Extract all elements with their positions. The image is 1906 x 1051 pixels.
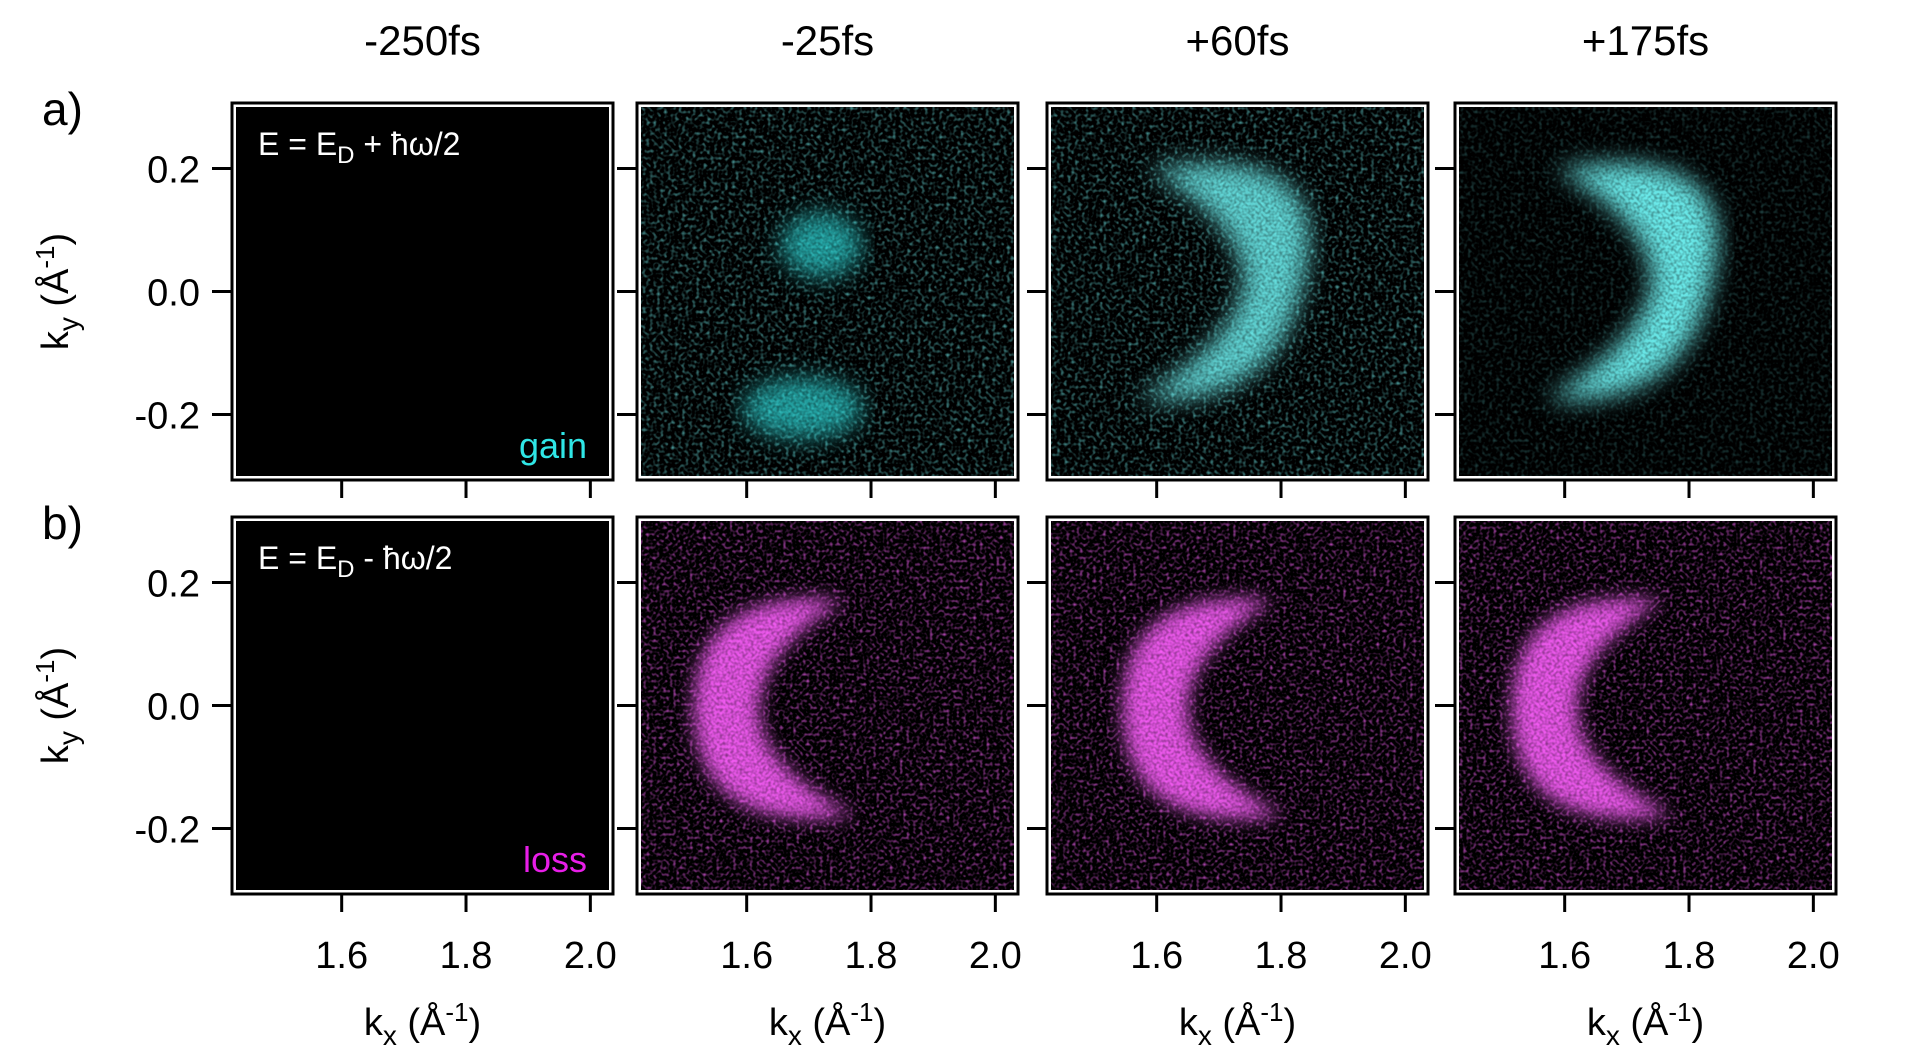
row-label-0: a) <box>42 83 83 135</box>
column-title-2: +60fs <box>1186 17 1290 64</box>
x-tick-label: 1.8 <box>845 935 898 977</box>
panels: E = ED + ħω/2 gain E = ED - ħω/2 loss <box>230 101 1838 896</box>
x-tick-label: 2.0 <box>969 935 1022 977</box>
panel-gain-3 <box>1459 107 1832 476</box>
energy-label-0: E = ED + ħω/2 <box>258 126 460 169</box>
y-tick-label: -0.2 <box>135 810 200 852</box>
x-axis-title-0: kx (Å-1) <box>364 997 481 1051</box>
y-tick-label: -0.2 <box>135 396 200 438</box>
column-title-0: -250fs <box>364 17 481 64</box>
x-tick-label: 2.0 <box>1787 935 1840 977</box>
x-tick-label: 2.0 <box>1379 935 1432 977</box>
panel-gain-0 <box>236 107 609 476</box>
row-label-1: b) <box>42 497 83 549</box>
y-tick-label: 0.0 <box>147 273 200 315</box>
panel-gain-2 <box>1051 107 1424 476</box>
energy-label-1: E = ED - ħω/2 <box>258 540 452 583</box>
column-titles: -250fs -25fs +60fs +175fs <box>364 17 1709 64</box>
panel-loss-2 <box>1051 521 1424 890</box>
tag-loss: loss <box>523 839 587 880</box>
panel-loss-0 <box>236 521 609 890</box>
y-tick-label: 0.2 <box>147 564 200 606</box>
column-title-1: -25fs <box>781 17 874 64</box>
column-title-3: +175fs <box>1582 17 1709 64</box>
y-axis-title: ky (Å-1) <box>30 647 84 764</box>
x-axis-title-3: kx (Å-1) <box>1587 997 1704 1051</box>
panel-loss-1 <box>641 521 1014 890</box>
x-tick-label: 1.8 <box>1663 935 1716 977</box>
panel-gain-1 <box>641 107 1014 476</box>
row-labels: a) b) <box>42 83 83 549</box>
tag-gain: gain <box>519 425 587 466</box>
x-tick-label: 1.8 <box>1255 935 1308 977</box>
x-tick-label: 1.6 <box>1538 935 1591 977</box>
axes: 0.2 0.0 -0.2 ky (Å-1) 0.2 0.0 -0.2 ky (Å-1) 1.6 1… <box>30 150 1840 1051</box>
x-axis-title-1: kx (Å-1) <box>769 997 886 1051</box>
y-tick-label: 0.0 <box>147 687 200 729</box>
x-axis-title-2: kx (Å-1) <box>1179 997 1296 1051</box>
x-tick-label: 1.6 <box>1130 935 1183 977</box>
y-tick-label: 0.2 <box>147 150 200 192</box>
panel-loss-3 <box>1459 521 1832 890</box>
x-tick-label: 1.6 <box>720 935 773 977</box>
x-tick-label: 1.8 <box>440 935 493 977</box>
y-axis-title: ky (Å-1) <box>30 233 84 350</box>
x-tick-label: 2.0 <box>564 935 617 977</box>
x-tick-label: 1.6 <box>315 935 368 977</box>
